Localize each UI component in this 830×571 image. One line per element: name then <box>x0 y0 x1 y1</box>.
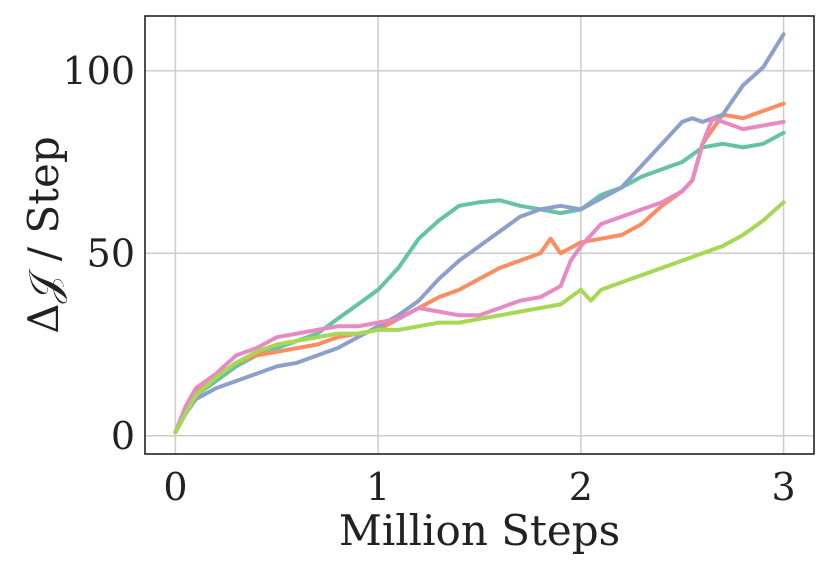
y-tick-label: 0 <box>111 414 135 458</box>
series-line-4 <box>173 116 786 435</box>
y-tick-label: 100 <box>62 49 135 93</box>
grid-lines <box>145 16 814 454</box>
x-axis-label: Million Steps <box>339 506 620 555</box>
series-lines <box>173 32 786 435</box>
x-tick-label: 0 <box>163 465 187 509</box>
plot-frame <box>144 15 815 455</box>
series-line-3 <box>173 32 786 435</box>
x-tick-labels: 0 1 2 3 <box>163 465 795 509</box>
x-tick-label: 2 <box>569 465 593 509</box>
y-axis-label: Δ𝒥 / Step <box>19 136 68 334</box>
series-line-5 <box>173 200 786 435</box>
y-tick-label: 50 <box>87 231 135 275</box>
x-tick-label: 3 <box>771 465 795 509</box>
y-tick-labels: 0 50 100 <box>62 49 135 458</box>
x-tick-label: 1 <box>366 465 390 509</box>
